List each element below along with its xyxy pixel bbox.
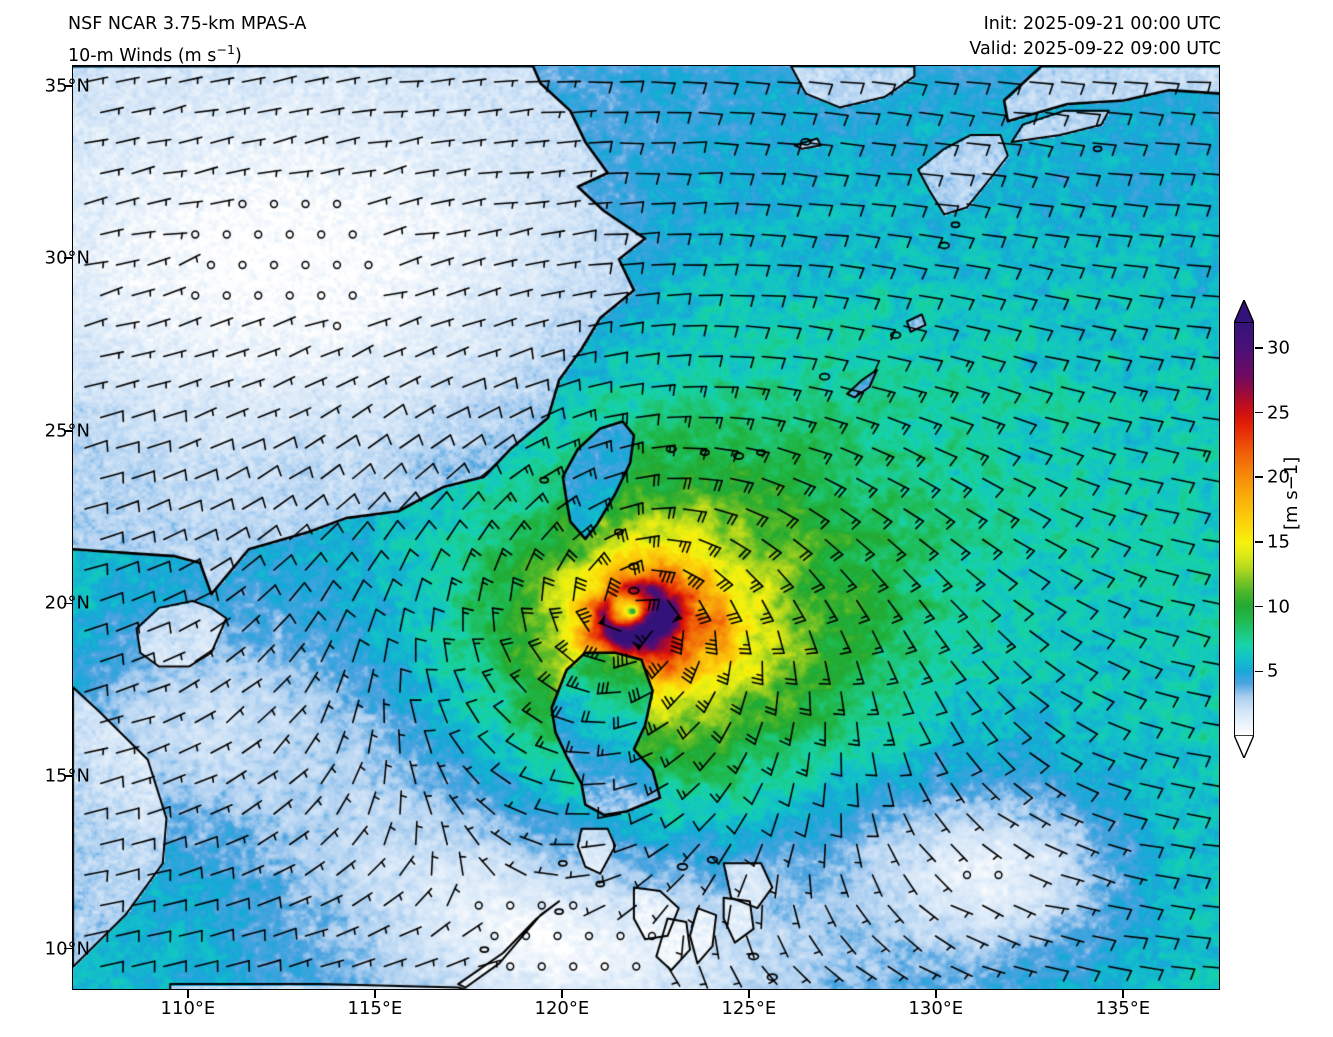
model-title-block: NSF NCAR 3.75-km MPAS-A 10-m Winds (m s−… <box>68 12 306 69</box>
field-units-close: ) <box>235 45 242 66</box>
x-tick-mark <box>561 990 563 998</box>
y-tick-label-10°N: 10°N <box>44 938 90 960</box>
y-tick-mark <box>64 602 72 605</box>
x-tick-mark <box>187 990 189 998</box>
colorbar-tick-label-10: 10 <box>1267 596 1290 618</box>
x-tick-label-120°E: 120°E <box>534 998 590 1019</box>
x-tick-mark <box>1121 990 1124 998</box>
colorbar-tick-mark <box>1255 541 1263 543</box>
y-tick-label-30°N: 30°N <box>44 247 90 269</box>
colorbar-gradient-body <box>1234 322 1254 736</box>
y-tick-mark <box>64 257 72 260</box>
valid-time: Valid: 2025-09-22 09:00 UTC <box>969 39 1221 59</box>
x-tick-label-135°E: 135°E <box>1095 998 1151 1019</box>
x-tick-label-115°E: 115°E <box>347 998 403 1019</box>
y-tick-mark <box>64 947 72 950</box>
colorbar-tick-label-30: 30 <box>1267 337 1290 359</box>
y-tick-mark <box>64 430 72 432</box>
model-name: NSF NCAR 3.75-km MPAS-A <box>68 14 307 34</box>
y-tick-mark <box>64 775 72 777</box>
y-tick-label-15°N: 15°N <box>44 765 90 787</box>
y-tick-mark <box>64 84 72 87</box>
colorbar-tick-mark <box>1255 347 1263 349</box>
field-units-exponent: −1 <box>216 42 235 57</box>
colorbar-tick-label-20: 20 <box>1267 466 1290 488</box>
colorbar-extend-bottom-icon <box>1234 735 1254 758</box>
timestamp-block: Init: 2025-09-21 00:00 UTC Valid: 2025-0… <box>969 12 1221 62</box>
x-tick-mark <box>374 990 376 998</box>
field-name-text: 10-m Winds (m s <box>68 45 217 66</box>
colorbar-tick-mark <box>1255 411 1263 414</box>
colorbar-tick-mark <box>1255 476 1263 479</box>
y-tick-label-25°N: 25°N <box>44 420 90 442</box>
x-tick-label-110°E: 110°E <box>160 998 216 1019</box>
wind-speed-field-canvas <box>73 66 1219 989</box>
colorbar-tick-mark <box>1255 670 1263 673</box>
x-tick-mark <box>935 990 937 998</box>
x-tick-mark <box>748 990 750 998</box>
colorbar-extend-top-icon <box>1234 300 1254 323</box>
map-plot-area <box>72 65 1220 990</box>
init-time: Init: 2025-09-21 00:00 UTC <box>983 14 1221 34</box>
field-name: 10-m Winds (m s−1) <box>68 37 306 69</box>
x-tick-label-130°E: 130°E <box>908 998 964 1019</box>
y-tick-label-35°N: 35°N <box>44 75 90 97</box>
y-tick-label-20°N: 20°N <box>44 592 90 614</box>
colorbar-tick-label-5: 5 <box>1267 660 1279 682</box>
colorbar-gradient <box>1235 323 1253 735</box>
colorbar-tick-label-15: 15 <box>1267 531 1290 553</box>
colorbar <box>1234 300 1254 758</box>
x-tick-label-125°E: 125°E <box>721 998 777 1019</box>
colorbar-tick-label-25: 25 <box>1267 402 1290 424</box>
colorbar-tick-mark <box>1255 605 1263 608</box>
